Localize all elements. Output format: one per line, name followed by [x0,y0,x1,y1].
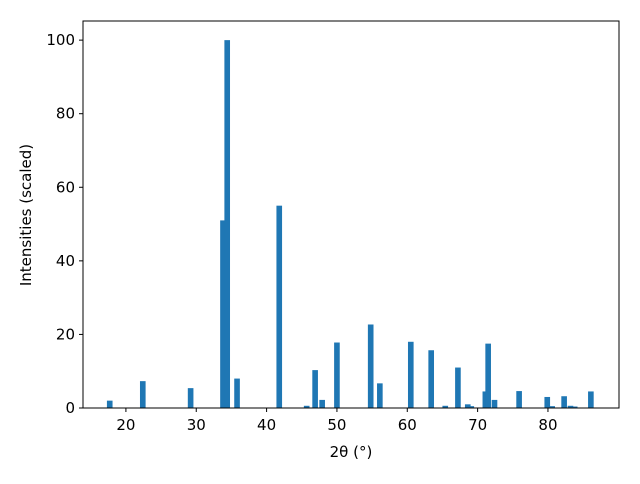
y-tick-label: 60 [56,178,75,196]
bar [588,391,594,408]
bar [428,350,435,408]
bar [464,404,471,408]
y-tick-label: 20 [56,325,75,343]
bar [482,391,489,408]
bar [455,367,461,408]
y-tick-label: 40 [56,252,75,270]
bar [567,405,574,408]
bar [549,406,555,408]
x-tick-label: 50 [327,416,346,434]
bar [276,205,283,408]
bar [516,391,522,408]
x-tick-label: 20 [116,416,135,434]
bar [491,399,498,408]
bar [234,378,240,408]
plot-frame [82,20,620,409]
x-tick-label: 40 [257,416,276,434]
bar [571,406,578,408]
bar [377,383,383,408]
y-tick-label: 0 [65,399,75,417]
y-tick-label: 100 [46,31,75,49]
bar [319,399,325,408]
bar [220,220,226,408]
bar [312,370,318,408]
bar [187,388,194,408]
bar [468,406,475,408]
bar [561,396,567,408]
bar [303,405,310,408]
bar [544,396,551,408]
bar [367,324,374,408]
bar [442,405,449,408]
y-axis-label: Intensities (scaled) [17,144,35,286]
bar [485,343,491,408]
x-tick-label: 70 [468,416,487,434]
bar [334,342,340,408]
x-axis-label: 2θ (°) [330,443,373,461]
y-tick-label: 80 [56,105,75,123]
bar [407,341,414,408]
x-tick-label: 60 [398,416,417,434]
bar [139,381,146,408]
bar [106,400,113,408]
bar [224,40,231,409]
x-tick-label: 80 [538,416,557,434]
x-tick-label: 30 [187,416,206,434]
